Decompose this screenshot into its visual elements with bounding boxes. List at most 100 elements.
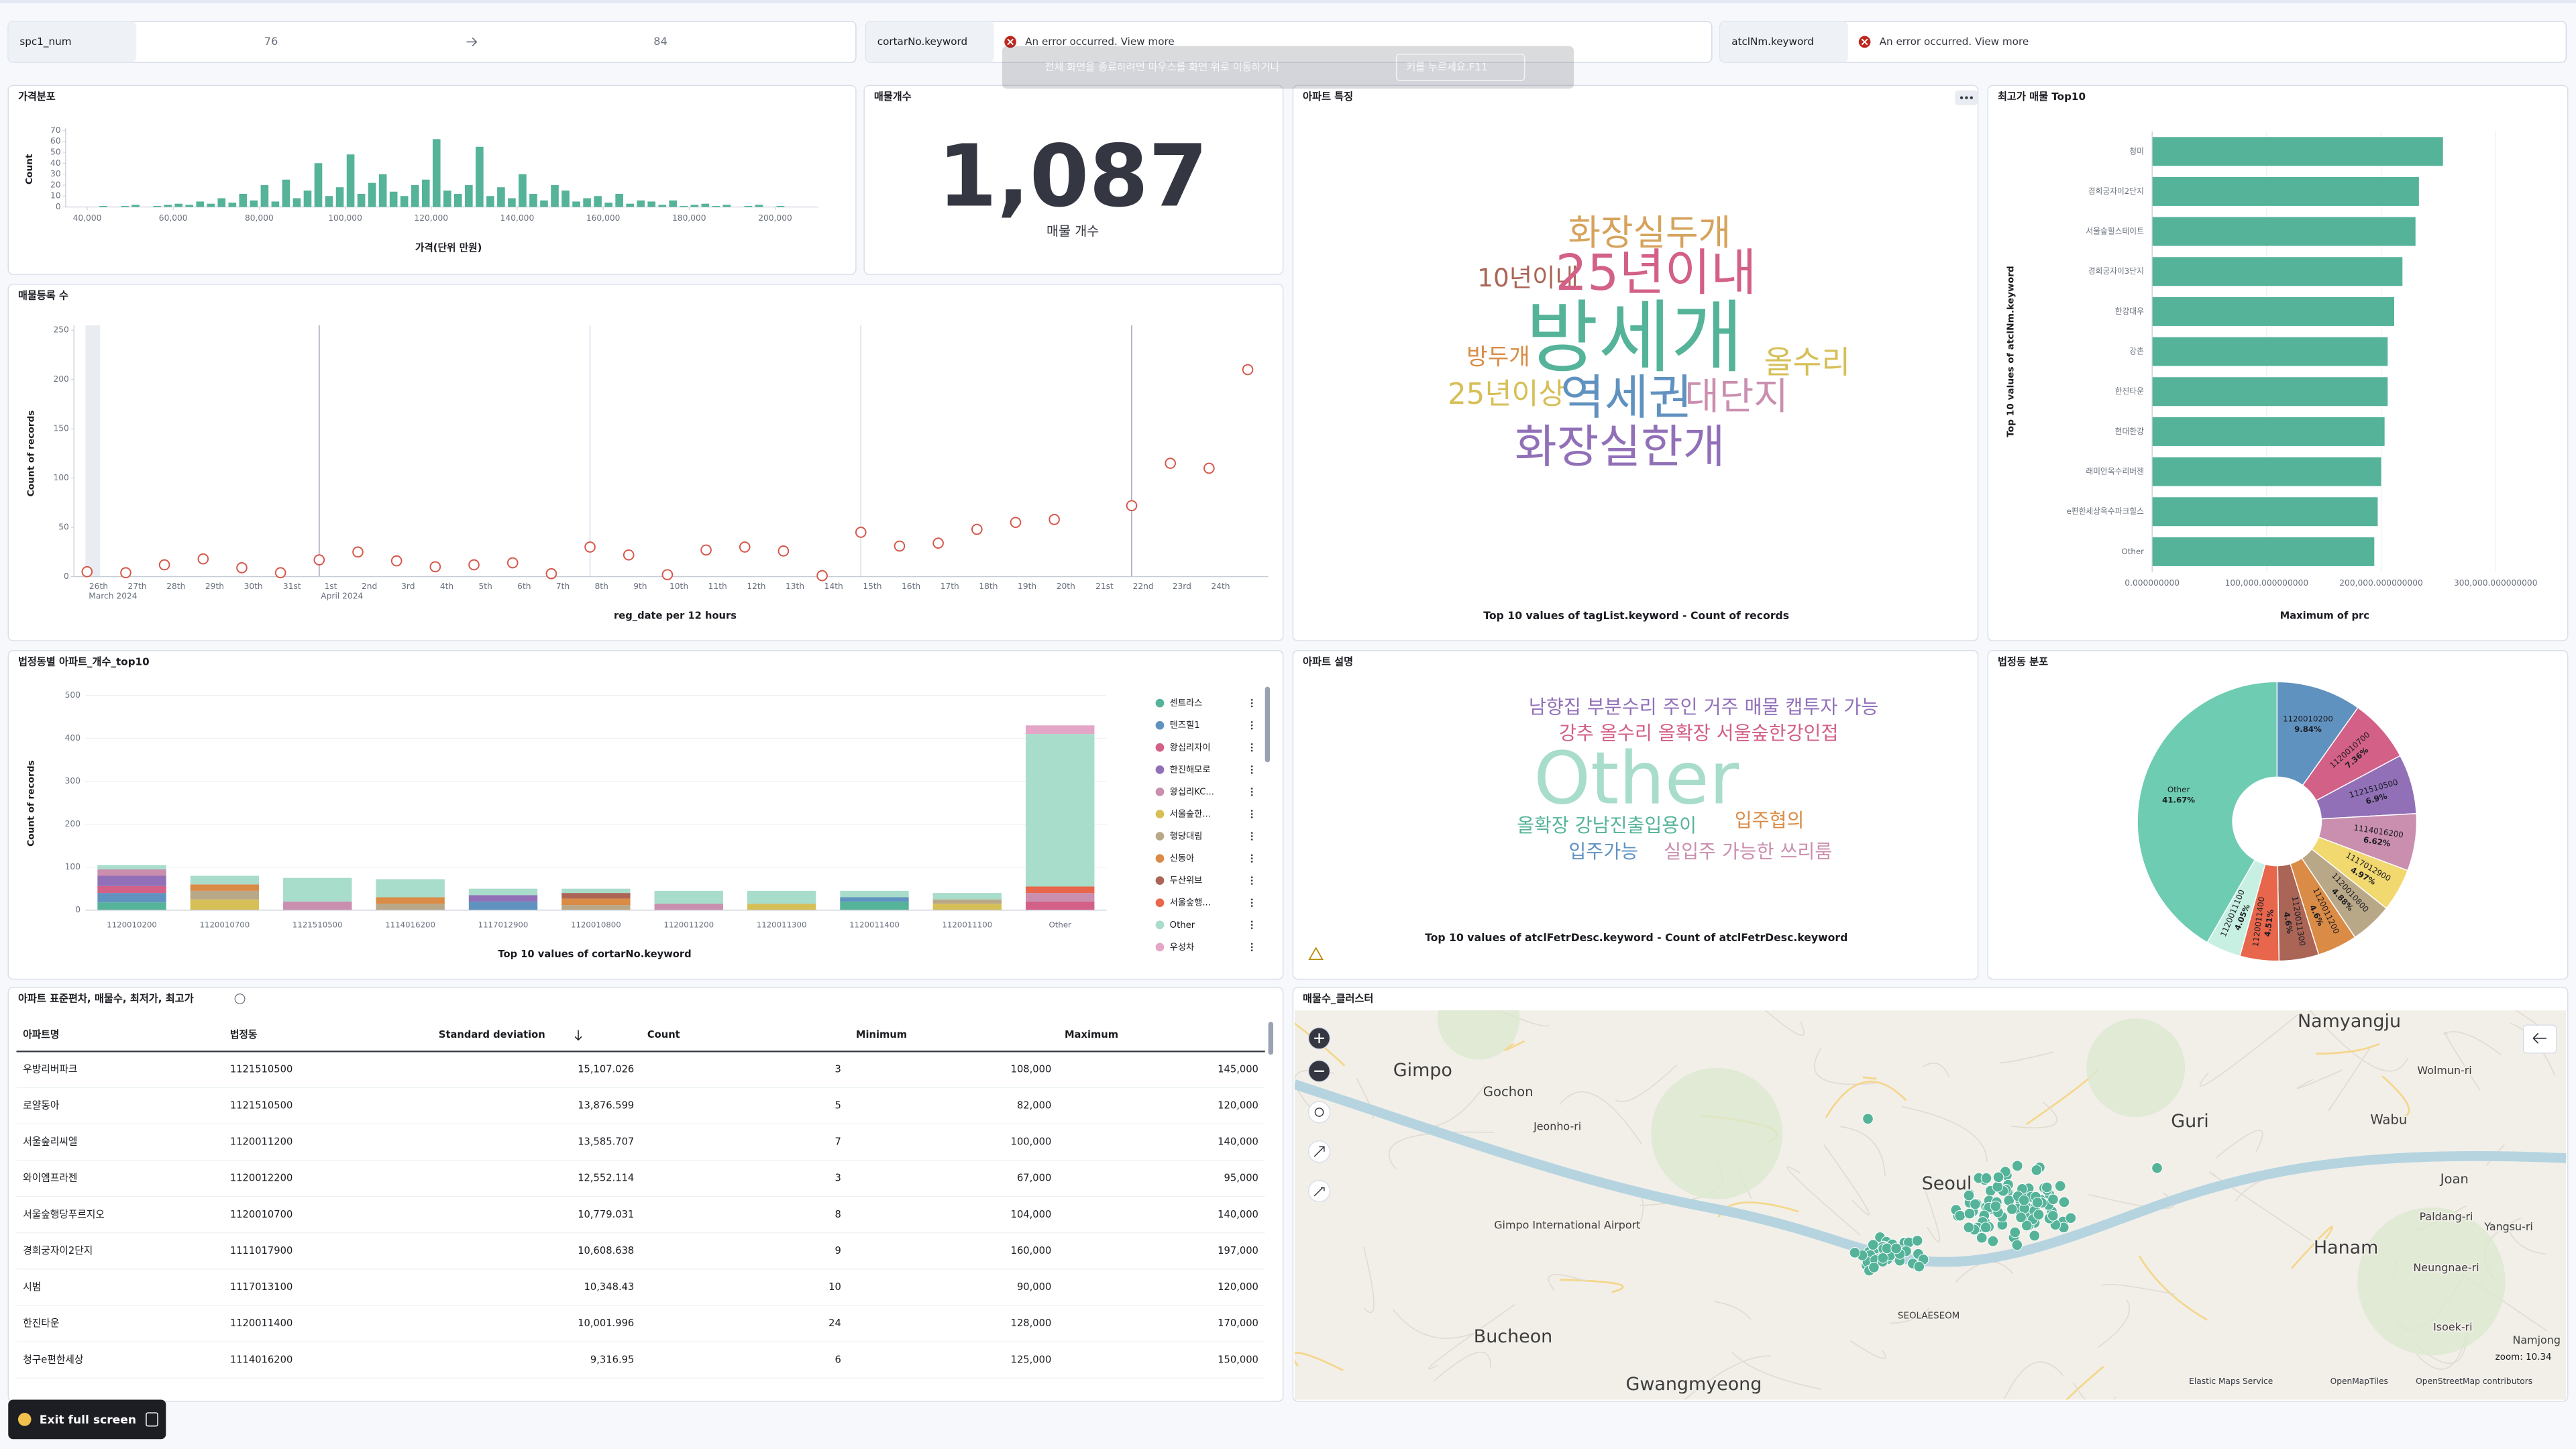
legend-item[interactable]: 한진해모로	[1155, 764, 1253, 775]
x-tick-label: 1120010800	[571, 920, 621, 929]
table-cell: 서울숲리씨엘	[23, 1136, 77, 1148]
filter-field: spc1_num	[19, 36, 71, 48]
y-category-label: 한진타운	[2115, 386, 2144, 396]
x-axis-title: reg_date per 12 hours	[614, 610, 737, 621]
histogram-bar	[561, 191, 570, 207]
table-cell: 24	[828, 1318, 841, 1329]
range-from: 76	[264, 35, 278, 48]
y-tick-label: 50	[50, 147, 61, 156]
cloud-word: 대단지	[1684, 375, 1788, 419]
map-place-label: SEOLAESEOM	[1898, 1311, 1960, 1322]
map-place-label: Neungnae-ri	[2413, 1261, 2479, 1274]
histogram-bar	[722, 205, 731, 207]
legend-item[interactable]: 센트라스	[1155, 698, 1253, 708]
road	[2505, 1223, 2546, 1255]
slice-value: 41.67%	[2162, 796, 2195, 805]
road	[2381, 1075, 2410, 1118]
map-place-label: Isoek-ri	[2433, 1320, 2472, 1333]
y-tick-label: 60	[50, 136, 61, 146]
legend-item[interactable]: Other	[1155, 920, 1253, 930]
legend-swatch	[1155, 832, 1165, 841]
histogram-bar	[346, 154, 355, 207]
slice-value: 4.51%	[2263, 909, 2275, 937]
legend-item[interactable]: 서울숲한...	[1155, 808, 1253, 819]
histogram-bar	[217, 198, 226, 207]
layer-icon	[2532, 1032, 2546, 1044]
road	[1764, 1010, 1805, 1036]
legend-item[interactable]: 두산위브	[1155, 875, 1253, 886]
legend-swatch	[1155, 898, 1165, 908]
legend-item[interactable]: 서울숲행...	[1155, 898, 1253, 908]
table-cell: 145,000	[1218, 1063, 1258, 1075]
x-tick-label: 24th	[1211, 582, 1230, 591]
point	[623, 549, 635, 561]
cluster-point	[1980, 1172, 1992, 1184]
slice-value: 4.6%	[2282, 911, 2295, 934]
bar-segment	[468, 888, 538, 896]
table-cell: 10,348.43	[584, 1281, 635, 1293]
legend-label: 우성차	[1170, 942, 1194, 953]
x-tick-label: 31st	[283, 582, 301, 591]
bar	[2152, 297, 2394, 326]
exit-fullscreen-button[interactable]: Exit full screen	[8, 1399, 166, 1440]
point	[932, 537, 944, 549]
histogram-bar	[476, 146, 484, 207]
bar-segment	[468, 895, 538, 902]
x-tick-label: 1120011100	[942, 920, 992, 929]
fit-icon	[1313, 1146, 1325, 1157]
legend-label: 왕십리자이	[1170, 742, 1211, 753]
legend-item[interactable]: 신동아	[1155, 853, 1253, 864]
legend-label: 두산위브	[1170, 875, 1203, 886]
point	[468, 559, 480, 571]
legend-item[interactable]: 왕십리KC...	[1155, 786, 1253, 797]
x-tick-label: 14th	[824, 582, 843, 591]
legend-item[interactable]: 행당대림	[1155, 831, 1253, 842]
table-cell: 9,316.95	[590, 1354, 634, 1365]
table-cell: 10,779.031	[578, 1209, 634, 1220]
y-tick-label: 400	[65, 733, 80, 743]
road	[2316, 1042, 2380, 1055]
point	[120, 567, 131, 579]
cluster-point	[2058, 1196, 2070, 1208]
panel	[1987, 650, 2569, 980]
road	[2296, 1069, 2343, 1089]
legend-menu-dot	[1250, 835, 1253, 837]
histogram-bar	[378, 174, 387, 207]
x-tick-label: 16th	[902, 582, 920, 591]
park	[2086, 1018, 2186, 1118]
road	[1393, 1309, 1474, 1339]
legend-swatch	[1155, 876, 1165, 885]
road	[2100, 1283, 2176, 1295]
histogram-bar	[239, 193, 248, 207]
road	[1548, 1274, 1587, 1291]
table-cell: 90,000	[1017, 1281, 1051, 1293]
legend-swatch	[1155, 788, 1165, 796]
cloud-word: 입주협의	[1735, 809, 1805, 831]
legend-item[interactable]: 텐즈힐1	[1155, 720, 1253, 731]
cloud-word: Other	[1534, 737, 1739, 820]
bar	[2152, 497, 2378, 527]
histogram-bar	[529, 193, 537, 207]
x-group-label: March 2024	[89, 591, 138, 600]
histogram-bar	[497, 187, 505, 207]
histogram-bar	[260, 184, 269, 207]
map-attribution: OpenMapTiles	[2330, 1377, 2388, 1386]
legend-item[interactable]: 왕십리자이	[1155, 742, 1253, 753]
cloud-word: 실입주 가능한 쓰리룸	[1664, 841, 1832, 863]
legend-label: 행당대림	[1170, 831, 1203, 842]
cluster-point	[2151, 1162, 2163, 1174]
x-tick-label: 27th	[128, 582, 147, 591]
tool-icon	[1313, 1187, 1325, 1197]
legend-item[interactable]: 우성차	[1155, 942, 1253, 953]
map-control[interactable]	[1308, 1101, 1331, 1124]
x-tick-label: 18th	[979, 582, 998, 591]
map-place-label: Gochon	[1483, 1084, 1534, 1099]
cloud-word: 남향집 부분수리 주인 거주 매물 캡투자 가능	[1529, 696, 1878, 718]
legend-menu-dot	[1250, 854, 1253, 857]
bar-segment	[97, 865, 166, 869]
point	[661, 569, 674, 580]
layer-toggle[interactable]	[2523, 1024, 2557, 1054]
cluster-point	[2015, 1212, 2027, 1224]
bar-segment	[1026, 893, 1095, 902]
table-cell: 1120011200	[230, 1136, 292, 1148]
